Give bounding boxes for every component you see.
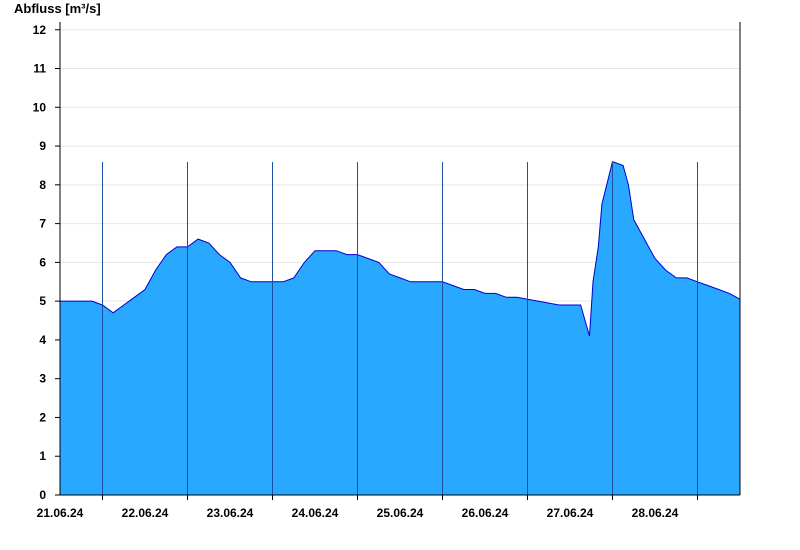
y-tick-label: 7	[39, 217, 46, 231]
x-tick-label: 23.06.24	[207, 506, 254, 520]
y-tick-label: 1	[39, 449, 46, 463]
x-tick-label: 24.06.24	[292, 506, 339, 520]
axes	[59, 22, 741, 496]
discharge-area	[60, 161, 740, 495]
y-tick-label: 5	[39, 294, 46, 308]
x-tick-label: 25.06.24	[377, 506, 424, 520]
x-tick-label: 27.06.24	[547, 506, 594, 520]
x-tick-label: 28.06.24	[632, 506, 679, 520]
y-tick-label: 3	[39, 372, 46, 386]
y-tick-label: 9	[39, 139, 46, 153]
y-tick-label: 11	[33, 62, 46, 76]
y-tick-label: 4	[39, 333, 46, 347]
y-tick-label: 2	[39, 410, 46, 424]
y-tick-label: 10	[33, 100, 47, 114]
y-tick-label: 12	[33, 23, 47, 37]
x-tick-label: 22.06.24	[122, 506, 169, 520]
plot-area	[60, 160, 741, 495]
x-tick-label: 26.06.24	[462, 506, 509, 520]
y-axis-label: Abfluss [m³/s]	[14, 1, 101, 16]
y-tick-label: 6	[39, 255, 46, 269]
discharge-line	[60, 160, 741, 337]
y-tick-label: 8	[39, 178, 46, 192]
y-tick-label: 0	[39, 488, 46, 502]
x-tick-label: 21.06.24	[37, 506, 84, 520]
x-tick-labels: 21.06.24 22.06.24 23.06.24 24.06.24 25.06.24…	[37, 495, 698, 520]
